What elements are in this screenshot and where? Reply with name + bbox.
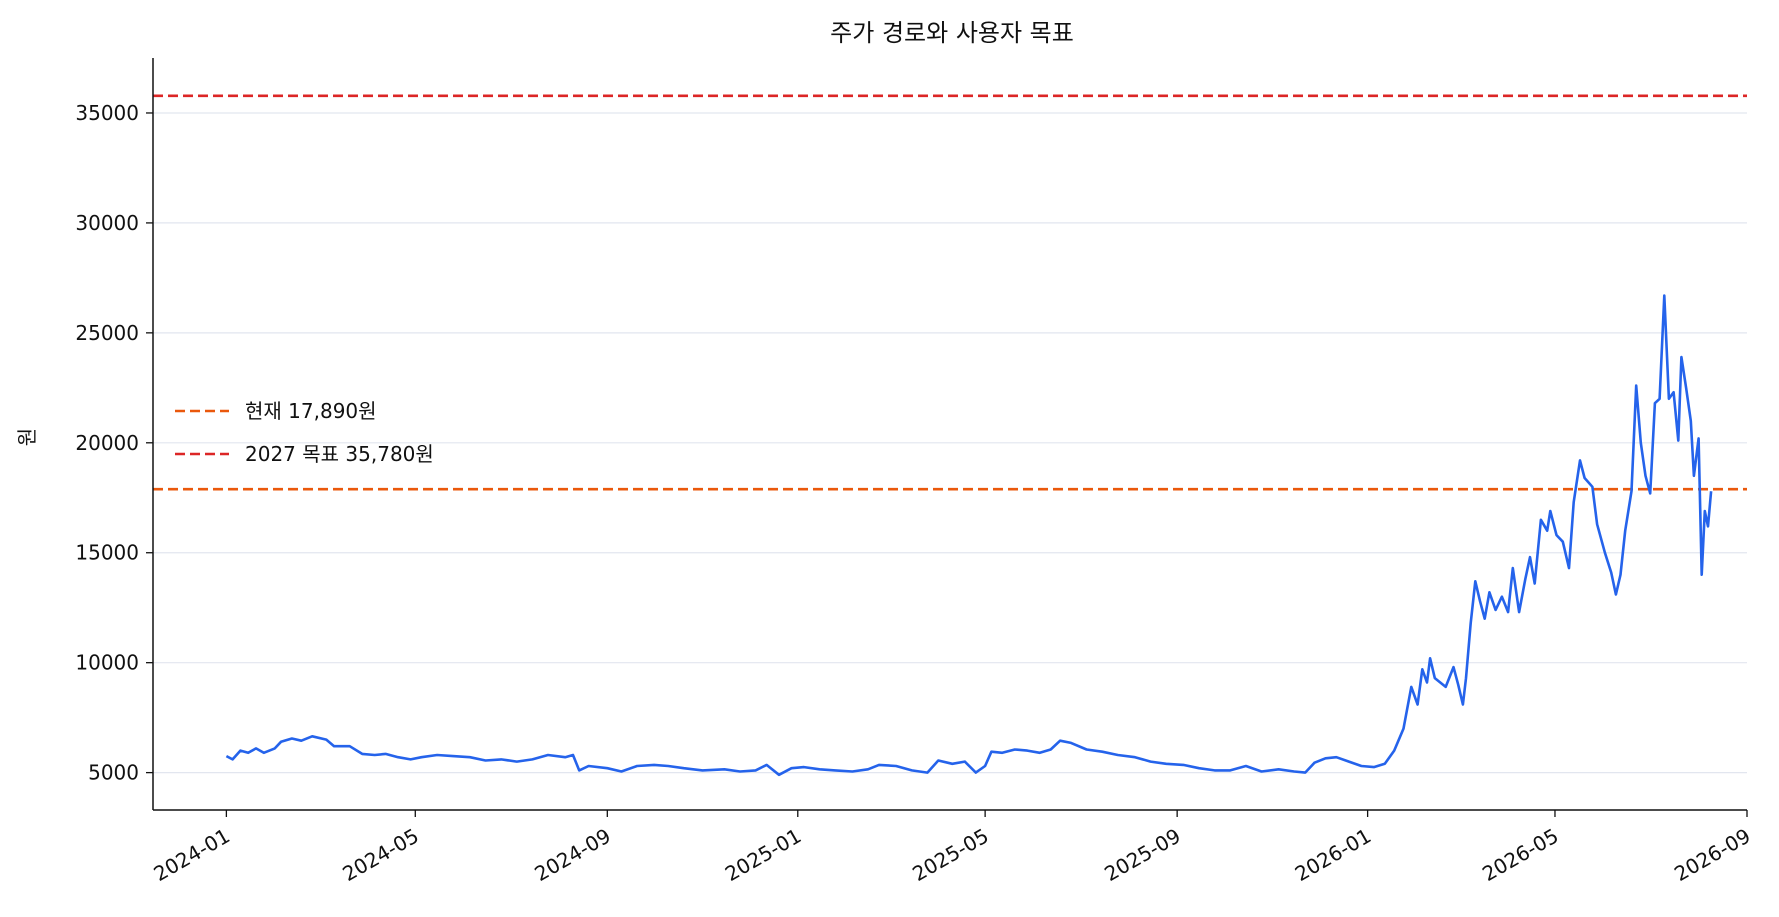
y-tick-label-5000: 5000: [88, 761, 139, 785]
y-axis-ticks: 5000 10000 15000 20000 25000 30000 35000: [75, 101, 153, 785]
legend: 현재 17,890원 2027 목표 35,780원: [175, 399, 434, 466]
y-tick-label-15000: 15000: [75, 541, 139, 565]
x-tick-label-2026-05: 2026-05: [1478, 824, 1562, 887]
y-tick-label-30000: 30000: [75, 211, 139, 235]
price-series: [225, 294, 1713, 777]
x-tick-label-2025-01: 2025-01: [721, 824, 805, 887]
y-tick-label-20000: 20000: [75, 431, 139, 455]
y-axis-label: 원: [15, 428, 39, 446]
x-tick-label-2024-09: 2024-09: [530, 824, 614, 887]
x-tick-label-2025-09: 2025-09: [1100, 824, 1184, 887]
y-tick-label-25000: 25000: [75, 321, 139, 345]
chart-title: 주가 경로와 사용자 목표: [830, 19, 1074, 47]
price-line-0: [225, 294, 1713, 777]
x-tick-label-2026-09: 2026-09: [1670, 824, 1754, 887]
reference-lines: [153, 94, 1747, 491]
x-tick-label-2025-05: 2025-05: [908, 824, 992, 887]
gridlines: [153, 112, 1747, 774]
axes: [152, 58, 1747, 811]
x-axis-ticks: 2024-01 2024-05 2024-09 2025-01 2025-05 2025-…: [149, 810, 1755, 887]
legend-label-0: 현재 17,890원: [245, 399, 377, 423]
legend-label-1: 2027 목표 35,780원: [245, 442, 434, 466]
x-tick-label-2024-05: 2024-05: [338, 824, 422, 887]
x-tick-label-2024-01: 2024-01: [149, 824, 233, 887]
y-tick-label-35000: 35000: [75, 101, 139, 125]
y-tick-label-10000: 10000: [75, 651, 139, 675]
x-tick-label-2026-01: 2026-01: [1291, 824, 1375, 887]
